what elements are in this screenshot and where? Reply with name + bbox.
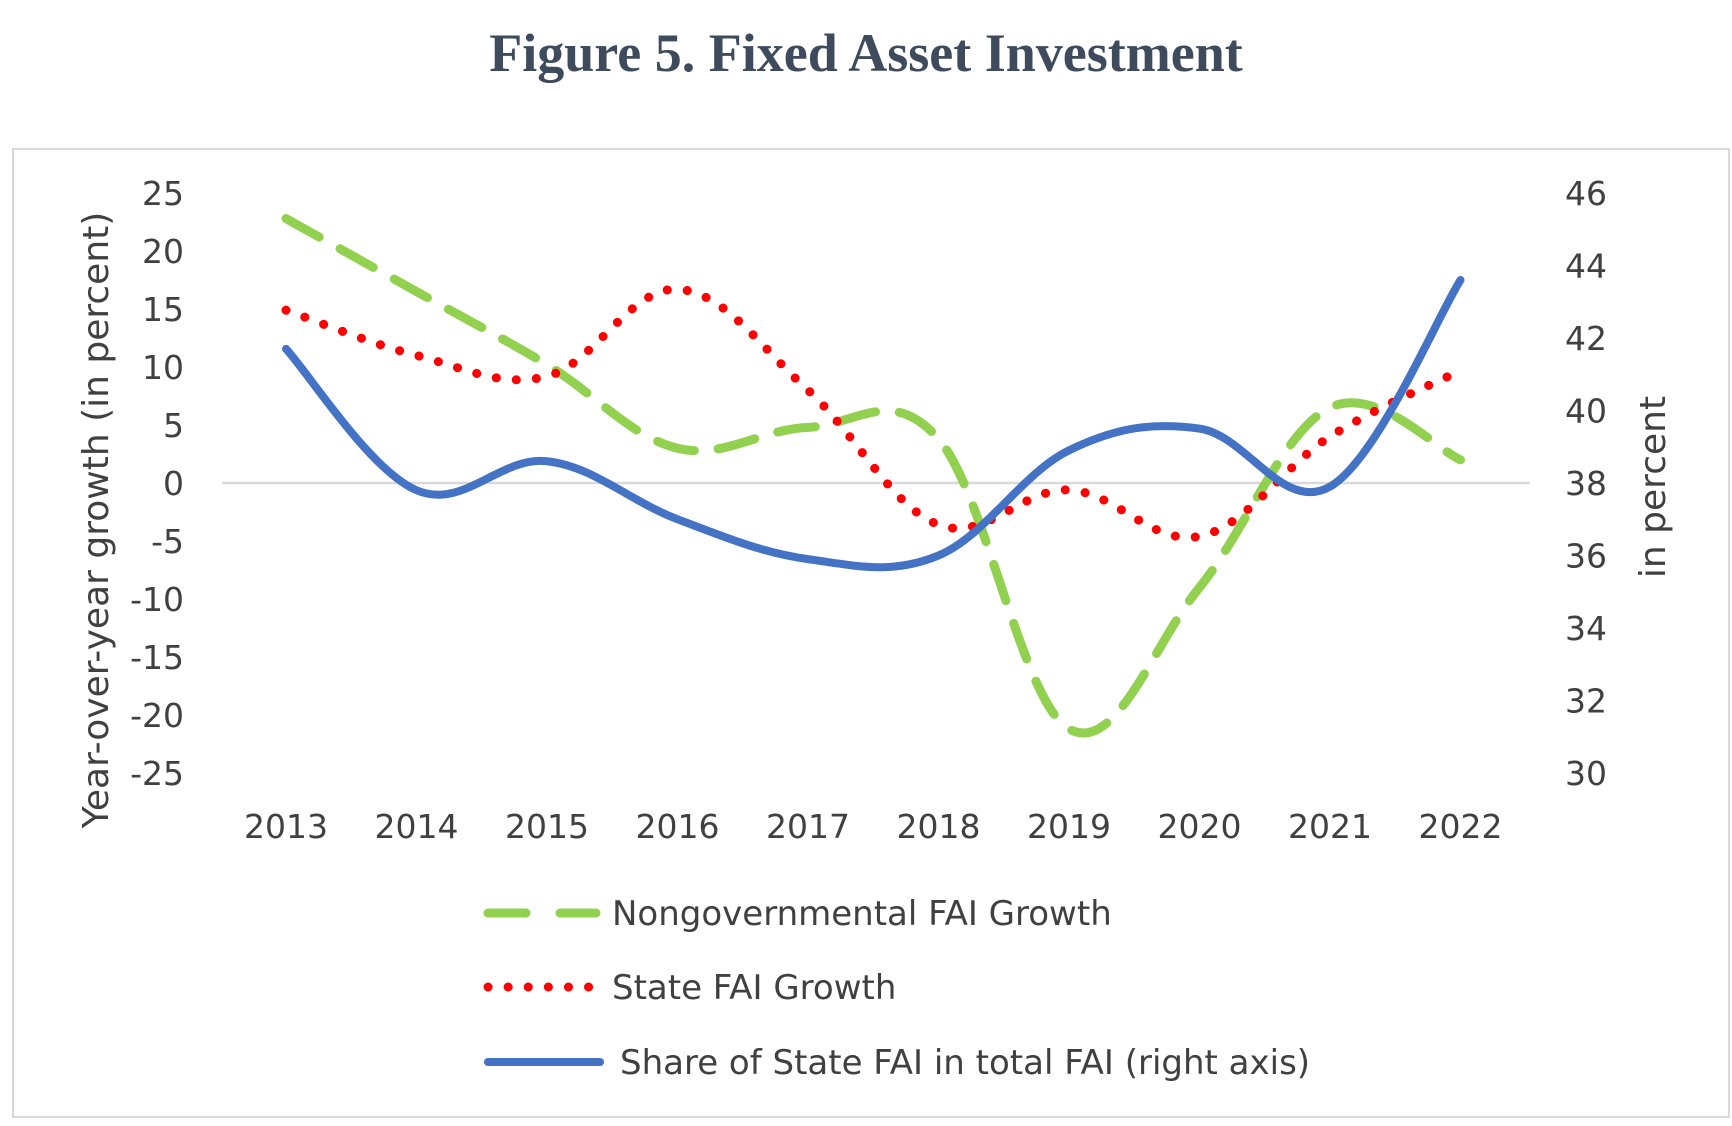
left-tick-label: 25 xyxy=(142,174,184,213)
right-tick-label: 36 xyxy=(1565,537,1607,576)
left-tick-label: -10 xyxy=(130,580,184,619)
right-tick-label: 34 xyxy=(1565,609,1607,648)
x-tick-label: 2020 xyxy=(1158,807,1242,846)
right-tick-label: 32 xyxy=(1565,682,1607,721)
right-axis-label: in percent xyxy=(1633,396,1674,578)
x-tick-label: 2019 xyxy=(1027,807,1111,846)
right-tick-label: 46 xyxy=(1565,174,1607,213)
left-axis-label: Year-over-year growth (in percent) xyxy=(76,212,117,830)
left-tick-label: -20 xyxy=(130,696,184,735)
chart-title: Figure 5. Fixed Asset Investment xyxy=(489,23,1243,83)
left-tick-label: -5 xyxy=(151,522,184,561)
right-tick-label: 44 xyxy=(1565,247,1607,286)
right-tick-label: 38 xyxy=(1565,464,1607,503)
left-tick-label: 0 xyxy=(163,464,184,503)
right-tick-label: 42 xyxy=(1565,319,1607,358)
x-tick-label: 2014 xyxy=(375,807,459,846)
right-tick-label: 40 xyxy=(1565,392,1607,431)
right-tick-label: 30 xyxy=(1565,754,1607,793)
state-fai-growth-line xyxy=(281,284,1465,542)
left-tick-label: -15 xyxy=(130,638,184,677)
x-tick-label: 2022 xyxy=(1419,807,1503,846)
x-tick-label: 2017 xyxy=(766,807,850,846)
state-fai-share-line xyxy=(282,276,1465,572)
x-tick-label: 2016 xyxy=(636,807,720,846)
left-tick-label: 15 xyxy=(142,290,184,329)
nongovernmental-fai-growth-line xyxy=(281,214,1465,738)
legend-nongovernmental-label: Nongovernmental FAI Growth xyxy=(612,894,1112,934)
x-tick-label: 2015 xyxy=(505,807,589,846)
left-tick-label: 5 xyxy=(163,406,184,445)
legend-state-fai-label: State FAI Growth xyxy=(612,968,896,1008)
x-tick-label: 2018 xyxy=(897,807,981,846)
left-tick-label: 10 xyxy=(142,348,184,387)
left-tick-label: -25 xyxy=(130,754,184,793)
legend-share-label: Share of State FAI in total FAI (right a… xyxy=(620,1043,1310,1083)
x-tick-label: 2021 xyxy=(1288,807,1372,846)
left-tick-label: 20 xyxy=(142,232,184,271)
chart-frame xyxy=(12,148,1730,1118)
x-tick-label: 2013 xyxy=(244,807,328,846)
